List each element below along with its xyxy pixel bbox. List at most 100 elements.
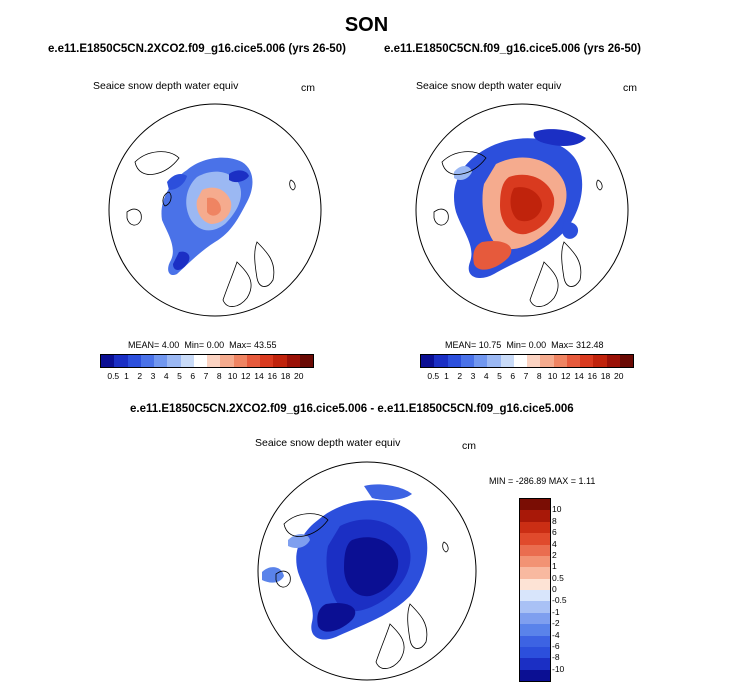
colorbar-tick-label: 3 — [150, 371, 156, 381]
colorbar-tick-label: 5 — [497, 371, 502, 381]
colorbar-tick-label: 14 — [254, 371, 264, 381]
colorbar-swatch — [520, 646, 550, 659]
difference-title: e.e11.E1850C5CN.2XCO2.f09_g16.cice5.006 … — [130, 403, 574, 415]
colorbar-swatch — [180, 355, 194, 367]
colorbar-swatch — [527, 355, 541, 367]
colorbar-swatch — [434, 355, 448, 367]
panel-2-units-label: cm — [623, 82, 637, 94]
colorbar-tick-label: 0.5 — [552, 572, 564, 583]
colorbar-tick-label: 4 — [163, 371, 169, 381]
colorbar-swatch — [154, 355, 168, 367]
colorbar-swatch — [460, 355, 474, 367]
panel-2-colorbar — [420, 354, 634, 368]
colorbar-swatch — [447, 355, 461, 367]
colorbar-tick-label: 4 — [552, 538, 557, 549]
panel-1-variable-label: Seaice snow depth water equiv — [93, 80, 239, 92]
colorbar-swatch — [421, 355, 435, 367]
colorbar-tick-label: 14 — [574, 371, 584, 381]
panel-1-min: 0.00 — [206, 340, 225, 350]
colorbar-swatch — [520, 590, 550, 602]
colorbar-tick-label: -4 — [552, 629, 560, 640]
colorbar-tick-label: 2 — [137, 371, 143, 381]
colorbar-tick-label: 8 — [552, 515, 557, 526]
colorbar-swatch — [520, 567, 550, 579]
colorbar-swatch — [520, 612, 550, 625]
colorbar-tick-label: 5 — [177, 371, 182, 381]
colorbar-swatch — [606, 355, 620, 367]
colorbar-swatch — [520, 601, 550, 613]
colorbar-tick-label: 1 — [124, 371, 129, 381]
colorbar-swatch — [193, 355, 207, 367]
panel-2-variable-label: Seaice snow depth water equiv — [416, 80, 562, 92]
colorbar-swatch — [520, 578, 550, 590]
difference-variable-label: Seaice snow depth water equiv — [255, 437, 401, 449]
colorbar-swatch — [273, 355, 287, 367]
colorbar-tick-label: -8 — [552, 652, 560, 663]
colorbar-tick-label: 6 — [552, 527, 557, 538]
colorbar-tick-label: 0 — [552, 584, 557, 594]
colorbar-tick-label: 0.5 — [107, 371, 120, 381]
colorbar-swatch — [114, 355, 128, 367]
colorbar-swatch — [246, 355, 260, 367]
colorbar-tick-label: -1 — [552, 606, 560, 617]
colorbar-swatch — [207, 355, 221, 367]
colorbar-tick-label: 6 — [510, 371, 516, 381]
panel-2-max: 312.48 — [575, 340, 604, 350]
colorbar-tick-label: 1 — [552, 561, 557, 572]
colorbar-tick-label: 6 — [190, 371, 196, 381]
panel-2-min: 0.00 — [528, 340, 547, 350]
colorbar-tick-label: 12 — [561, 371, 571, 381]
panel-2-stats: MEAN= 10.75 Min= 0.00 Max= 312.48 — [445, 340, 604, 350]
colorbar-swatch — [520, 521, 550, 534]
colorbar-swatch — [566, 355, 580, 367]
colorbar-swatch — [520, 635, 550, 647]
colorbar-tick-label: 1 — [444, 371, 449, 381]
colorbar-tick-label: -10 — [552, 663, 565, 674]
colorbar-tick-label: 8 — [536, 371, 542, 381]
colorbar-swatch — [127, 355, 141, 367]
colorbar-tick-label: 10 — [547, 371, 558, 381]
colorbar-swatch — [580, 355, 594, 367]
colorbar-swatch — [140, 355, 154, 367]
colorbar-tick-label: 16 — [267, 371, 277, 381]
colorbar-swatch — [299, 355, 313, 367]
difference-colorbar-ticks: 10 8 6 4 2 1 0.5 0 -0.5 -1 -2 -4 -6 -8 -10 — [552, 498, 582, 680]
colorbar-tick-label: 12 — [241, 371, 251, 381]
colorbar-swatch — [101, 355, 115, 367]
colorbar-tick-label: 16 — [587, 371, 597, 381]
colorbar-swatch — [520, 510, 550, 522]
colorbar-swatch — [167, 355, 181, 367]
colorbar-tick-label: -6 — [552, 640, 560, 651]
colorbar-tick-label: 10 — [227, 371, 238, 381]
colorbar-tick-label: 7 — [203, 371, 209, 381]
colorbar-tick-label: 2 — [552, 549, 557, 560]
panel-2-mean: 10.75 — [478, 340, 502, 350]
colorbar-swatch — [619, 355, 633, 367]
difference-minmax: MIN = -286.89 MAX = 1.11 — [489, 476, 596, 486]
panel-2-colorbar-ticks: 0.5 1 2 3 4 5 6 7 8 10 12 14 16 18 20 — [420, 371, 632, 383]
difference-colorbar — [519, 498, 551, 682]
panel-1-mean: 4.00 — [161, 340, 180, 350]
panel-1-colorbar — [100, 354, 314, 368]
colorbar-tick-label: 18 — [280, 371, 291, 381]
colorbar-tick-label: 3 — [470, 371, 476, 381]
panel-2-polar-map — [415, 103, 629, 317]
colorbar-swatch — [553, 355, 567, 367]
colorbar-tick-label: 8 — [216, 371, 222, 381]
panel-1-units-label: cm — [301, 82, 315, 94]
colorbar-swatch — [540, 355, 554, 367]
colorbar-tick-label: 20 — [614, 371, 624, 381]
colorbar-tick-label: 10 — [552, 504, 562, 515]
panel-1-case-title: e.e11.E1850C5CN.2XCO2.f09_g16.cice5.006 … — [48, 43, 346, 55]
panel-1-max: 43.55 — [253, 340, 277, 350]
panel-2-case-title: e.e11.E1850C5CN.f09_g16.cice5.006 (yrs 2… — [384, 43, 642, 55]
colorbar-swatch — [520, 499, 550, 511]
colorbar-swatch — [513, 355, 527, 367]
colorbar-swatch — [474, 355, 488, 367]
colorbar-tick-label: -2 — [552, 618, 560, 629]
colorbar-tick-label: 20 — [294, 371, 304, 381]
colorbar-tick-label: 18 — [600, 371, 611, 381]
colorbar-tick-label: 7 — [523, 371, 529, 381]
colorbar-swatch — [487, 355, 501, 367]
difference-units-label: cm — [462, 440, 476, 452]
